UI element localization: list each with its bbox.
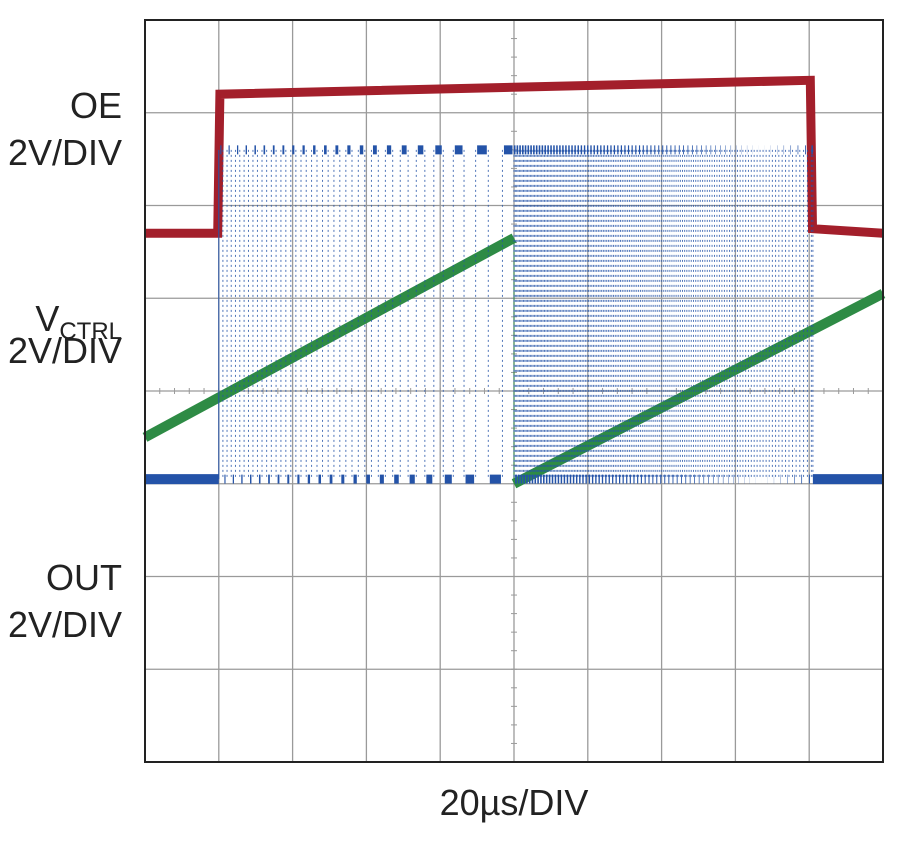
oe-label: OE	[70, 85, 122, 126]
out-label: OUT	[46, 557, 122, 598]
vctrl-ramp	[511, 289, 886, 489]
traces	[142, 75, 886, 489]
vctrl-label: VCTRL	[35, 298, 122, 345]
vctrl-ramp	[142, 233, 517, 442]
vctrl-label-main: V	[35, 298, 59, 339]
out-scale-label: 2V/DIV	[8, 604, 122, 645]
vctrl-scale-label: 2V/DIV	[8, 330, 122, 371]
oe-scale-label: 2V/DIV	[8, 132, 122, 173]
oe-trace	[145, 75, 884, 238]
x-axis-label: 20µs/DIV	[440, 782, 589, 823]
oe-falling-edge	[809, 80, 814, 229]
vctrl-label-subscript: CTRL	[59, 318, 122, 345]
plot-border	[144, 19, 884, 763]
